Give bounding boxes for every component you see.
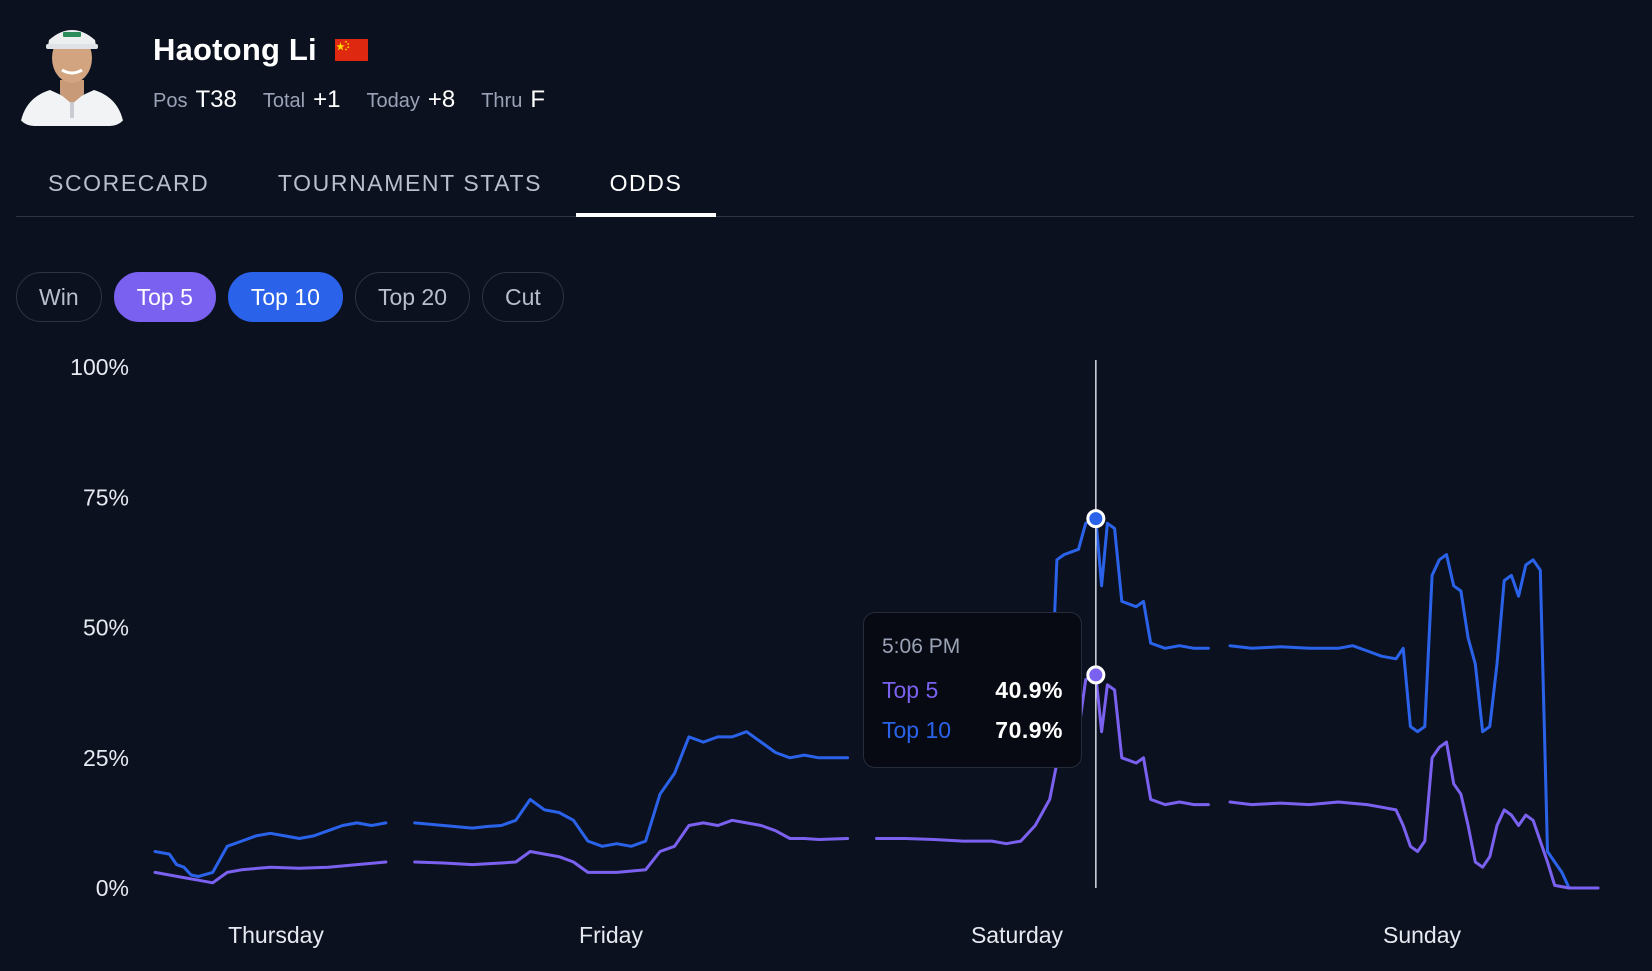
y-tick-label: 75% bbox=[83, 484, 129, 510]
stat-today: Today +8 bbox=[366, 86, 455, 114]
filter-top10-button[interactable]: Top 10 bbox=[227, 272, 343, 322]
player-stats: Pos T38 Total +1 Today +8 Thru F bbox=[153, 86, 571, 114]
series-layer bbox=[153, 517, 1600, 890]
series-line-top10 bbox=[1228, 553, 1600, 890]
filter-top5-button[interactable]: Top 5 bbox=[113, 272, 216, 322]
odds-filter-group: Win Top 5 Top 10 Top 20 Cut bbox=[16, 272, 564, 322]
y-axis: 100% 75% 50% 25% 0% bbox=[70, 354, 129, 901]
y-tick-label: 50% bbox=[83, 615, 129, 641]
stat-value: T38 bbox=[195, 86, 237, 113]
tab-odds[interactable]: ODDS bbox=[576, 150, 716, 217]
x-axis: Thursday Friday Saturday Sunday bbox=[228, 922, 1461, 948]
hover-point-top10 bbox=[1086, 509, 1106, 529]
hover-point-top5 bbox=[1086, 665, 1106, 685]
stat-total: Total +1 bbox=[263, 86, 341, 114]
tab-bar: SCORECARD TOURNAMENT STATS ODDS bbox=[16, 150, 1634, 217]
y-tick-label: 25% bbox=[83, 745, 129, 771]
filter-win-button[interactable]: Win bbox=[16, 272, 102, 322]
player-avatar bbox=[16, 14, 128, 126]
x-tick-label: Saturday bbox=[971, 922, 1064, 948]
odds-chart[interactable]: 100% 75% 50% 25% 0% Thursday Friday Saturday Su… bbox=[0, 340, 1652, 966]
series-line-top5 bbox=[153, 860, 388, 885]
stat-thru: Thru F bbox=[481, 86, 545, 114]
stat-value: +8 bbox=[427, 86, 456, 113]
series-line-top5 bbox=[413, 818, 850, 874]
tooltip-value: 40.9% bbox=[995, 677, 1063, 703]
stat-label: Thru bbox=[481, 90, 523, 112]
x-tick-label: Sunday bbox=[1383, 922, 1462, 948]
player-header: Haotong Li Pos T38 Total +1 Today +8 Thr… bbox=[16, 14, 1616, 126]
player-photo-icon bbox=[16, 14, 128, 126]
filter-top20-button[interactable]: Top 20 bbox=[354, 272, 471, 322]
series-line-top10 bbox=[413, 730, 850, 848]
tooltip-row-top5: Top 5 40.9% bbox=[882, 677, 1063, 717]
tooltip-row-top10: Top 10 70.9% bbox=[882, 717, 1063, 757]
filter-cut-button[interactable]: Cut bbox=[482, 272, 564, 322]
y-tick-label: 100% bbox=[70, 354, 129, 380]
stat-position: Pos T38 bbox=[153, 86, 237, 114]
y-tick-label: 0% bbox=[96, 875, 129, 901]
stat-value: +1 bbox=[313, 86, 341, 113]
player-name: Haotong Li bbox=[153, 32, 317, 67]
stat-label: Total bbox=[262, 90, 306, 112]
stat-label: Today bbox=[366, 90, 420, 112]
tab-tournament-stats[interactable]: TOURNAMENT STATS bbox=[277, 170, 543, 196]
stat-label: Pos bbox=[153, 90, 188, 112]
tooltip-value: 70.9% bbox=[995, 717, 1063, 743]
series-line-top5 bbox=[875, 673, 1210, 846]
x-tick-label: Friday bbox=[579, 922, 643, 948]
tooltip-label: Top 5 bbox=[882, 677, 939, 703]
stat-value: F bbox=[530, 86, 545, 113]
tab-scorecard[interactable]: SCORECARD bbox=[48, 170, 210, 196]
series-line-top10 bbox=[153, 821, 388, 878]
odds-chart-svg: 100% 75% 50% 25% 0% Thursday Friday Saturday Su… bbox=[70, 354, 1600, 948]
series-line-top5 bbox=[1228, 740, 1600, 890]
x-tick-label: Thursday bbox=[228, 922, 324, 948]
tooltip-label: Top 10 bbox=[882, 717, 952, 743]
hover-layer bbox=[1086, 360, 1106, 888]
chart-tooltip: 5:06 PM Top 5 40.9% Top 10 70.9% bbox=[863, 612, 1082, 768]
tooltip-time: 5:06 PM bbox=[882, 635, 961, 658]
china-flag-icon bbox=[334, 39, 368, 61]
